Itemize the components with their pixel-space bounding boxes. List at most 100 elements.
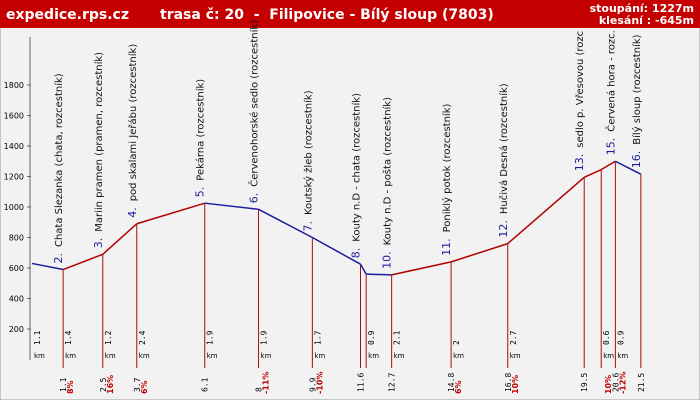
point-name: Bílý sloup (rozcestník) (631, 34, 643, 144)
point-name: Mariin pramen (pramen, rozcestník) (93, 52, 105, 232)
segment-distance: 0.9 (616, 330, 625, 345)
point-label: 11. Poniklý potok (rozcestník) (440, 104, 453, 256)
point-label: 10. Kouty n.D - pošta (rozcestník) (381, 97, 394, 269)
profile-segment (600, 160, 616, 171)
km-label: 6.1 (201, 377, 210, 392)
point-number: 11. (440, 238, 453, 256)
point-label: 5. Pekárna (rozcestník) (194, 79, 207, 197)
segment-unit: km (368, 352, 379, 360)
y-tick-label: 600 (9, 264, 24, 273)
point-name: Hučivá Desná (rozcestník) (498, 83, 510, 214)
ascent: stoupání: 1227m (590, 2, 694, 15)
y-tick-label: 400 (9, 295, 24, 304)
segment-distance: 1.7 (313, 330, 322, 345)
point-label: 13. sedlo p. Vřesovou (rozc (573, 31, 586, 171)
km-label: 16.8 (504, 373, 513, 392)
profile-segment (136, 202, 205, 225)
point-name: Kouty n.D - pošta (rozcestník) (382, 97, 394, 245)
segment-unit: km (394, 352, 405, 360)
segment-distance: 1.9 (260, 330, 269, 345)
km-label: 19.5 (580, 373, 589, 392)
point-name: Červená hora - rozc. (604, 30, 617, 132)
grade-label: -11% (262, 372, 271, 394)
km-label: 21.5 (637, 373, 646, 392)
profile-segment (204, 202, 259, 211)
point-number: 5. (194, 187, 207, 198)
descent: klesání : -645m (599, 14, 694, 27)
point-name: Poniklý potok (rozcestník) (441, 104, 453, 233)
km-label: 1.1 (59, 377, 68, 392)
point-label: 2. Chata Slezanka (chata, rozcestník) (52, 73, 65, 263)
segment-distance: 2 (452, 340, 461, 345)
point-label: 7. Koutský žleb (rozcestník) (301, 90, 314, 231)
segment-unit: km (139, 352, 150, 360)
segment-distance: 2.4 (138, 330, 147, 345)
point-number: 6. (248, 193, 261, 204)
segment-unit: km (261, 352, 272, 360)
grade-label: 6% (454, 380, 463, 394)
point-label: 6. Červenohorské sedlo (rozcestník) (248, 20, 261, 203)
segment-distance: 0.6 (602, 330, 611, 345)
profile-segment (366, 273, 392, 276)
profile-segment (62, 253, 104, 271)
profile-segment (31, 262, 64, 271)
segment-distance: 2.1 (393, 330, 402, 345)
profile-segment (102, 223, 138, 255)
y-tick-label: 1400 (4, 142, 24, 151)
km-label: 8 (255, 387, 264, 392)
grade-label: 10% (604, 375, 613, 394)
segment-distance: 0.9 (367, 330, 376, 345)
point-label: 4. pod skalami Jeřábu (rozcestník) (126, 44, 139, 218)
profile-segment (391, 261, 452, 276)
km-label: 11.6 (357, 373, 366, 392)
segment-unit: km (207, 352, 218, 360)
km-label: 9.9 (308, 377, 317, 392)
point-label: 15. Červená hora - rozc. (604, 30, 617, 155)
point-name: sedlo p. Vřesovou (rozc (574, 31, 586, 148)
profile-segment (615, 160, 642, 175)
segment-distance: 1.2 (104, 330, 113, 345)
point-name: Koutský žleb (rozcestník) (302, 90, 314, 215)
point-label: 3. Mariin pramen (pramen, rozcestník) (92, 52, 105, 248)
point-number: 15. (604, 138, 617, 156)
profile-segment (359, 263, 367, 275)
point-number: 4. (126, 207, 139, 218)
segment-unit: km (453, 352, 464, 360)
point-number: 13. (573, 154, 586, 172)
km-label: 14.8 (447, 373, 456, 392)
point-number: 12. (497, 220, 510, 238)
point-name: Chata Slezanka (chata, rozcestník) (53, 73, 65, 247)
point-number: 7. (301, 221, 314, 232)
grade-label: -12% (618, 372, 627, 394)
y-tick-label: 1000 (4, 203, 24, 212)
km-label: 3.7 (133, 377, 142, 392)
segment-distance: 2.7 (509, 330, 518, 345)
y-tick-label: 800 (9, 234, 24, 243)
segment-unit: km (510, 352, 521, 360)
profile-segment (311, 236, 361, 265)
point-number: 3. (92, 238, 105, 249)
point-name: Pekárna (rozcestník) (195, 79, 207, 181)
y-tick-label: 1200 (4, 173, 24, 182)
segment-unit: km (65, 352, 76, 360)
profile-segment (583, 168, 602, 178)
route-title: trasa č: 20 - Filipovice - Bílý sloup (7… (160, 7, 494, 23)
point-label: 12. Hučivá Desná (rozcestník) (497, 83, 510, 237)
grade-label: 16% (106, 375, 115, 394)
point-name: Kouty n.D - chata (rozcestník) (351, 93, 363, 242)
point-label: 8. Kouty n.D - chata (rozcestník) (350, 93, 363, 258)
site-name: expedice.rps.cz (6, 7, 129, 23)
segment-unit: km (34, 352, 45, 360)
segment-distance: 1.9 (206, 330, 215, 345)
km-label: 12.7 (388, 373, 397, 392)
point-number: 16. (630, 151, 643, 169)
point-number: 8. (350, 248, 363, 259)
grade-label: 6% (140, 380, 149, 394)
y-tick-label: 200 (9, 325, 24, 334)
point-number: 10. (381, 251, 394, 269)
profile-segment (507, 176, 585, 245)
point-name: Červenohorské sedlo (rozcestník) (248, 20, 261, 187)
y-tick-label: 1800 (4, 81, 24, 90)
